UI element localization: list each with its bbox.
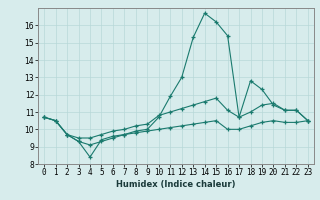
X-axis label: Humidex (Indice chaleur): Humidex (Indice chaleur) (116, 180, 236, 189)
